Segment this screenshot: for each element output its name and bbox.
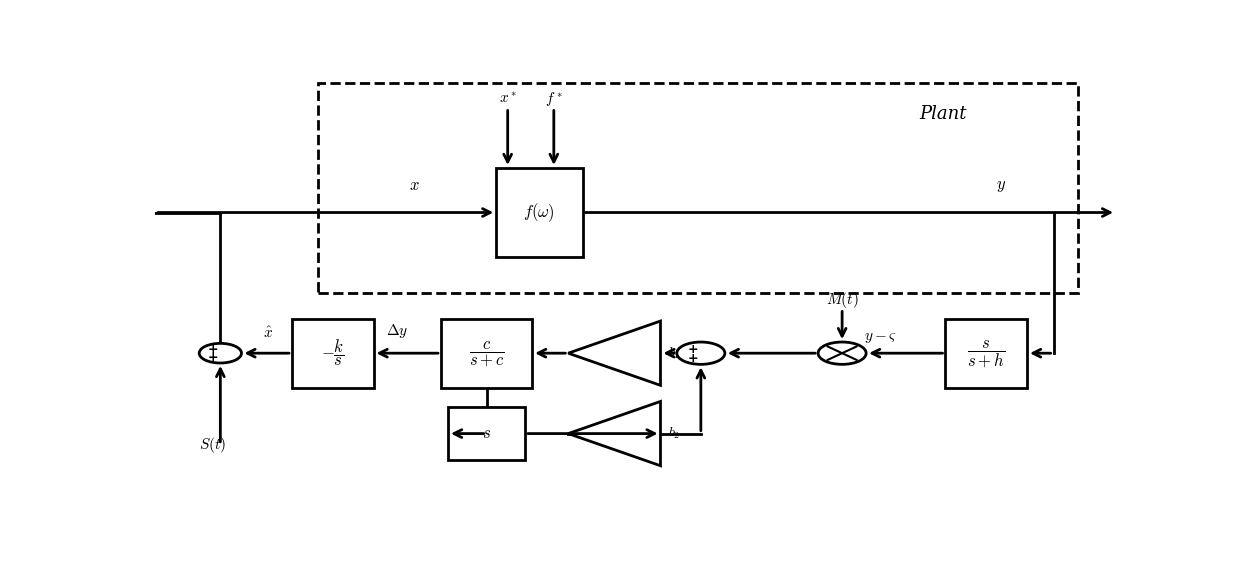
Text: $M(t)$: $M(t)$ [826,289,858,310]
Text: $y$: $y$ [996,177,1006,194]
Text: $\dfrac{s}{s+h}$: $\dfrac{s}{s+h}$ [967,338,1006,369]
Text: $\hat{x}$: $\hat{x}$ [263,325,274,341]
Circle shape [818,342,866,364]
Text: Plant: Plant [919,105,967,124]
Text: $S(t)$: $S(t)$ [198,435,227,455]
Text: $x$: $x$ [409,177,420,194]
Text: $f(\omega)$: $f(\omega)$ [523,201,556,224]
Text: $s$: $s$ [482,425,491,442]
Circle shape [200,343,242,363]
Text: +: + [687,343,698,356]
Text: $b_1$: $b_1$ [668,346,681,361]
Text: +: + [207,351,218,364]
Text: $y-\varsigma$: $y-\varsigma$ [864,331,898,345]
Text: +: + [207,343,218,356]
Bar [441,318,532,388]
Text: $b_2$: $b_2$ [668,426,681,441]
Bar [291,318,373,388]
Text: +: + [687,351,698,365]
Circle shape [677,342,725,364]
Polygon shape [568,401,661,466]
Bar [319,83,1078,293]
Bar [945,318,1027,388]
Text: $-\dfrac{k}{s}$: $-\dfrac{k}{s}$ [321,338,345,368]
Text: $\Delta y$: $\Delta y$ [386,322,408,340]
Polygon shape [568,321,661,385]
Bar [448,407,525,461]
Bar [496,168,583,257]
Text: $f^*$: $f^*$ [544,90,563,108]
Text: $\dfrac{c}{s+c}$: $\dfrac{c}{s+c}$ [469,339,505,368]
Text: $x^*$: $x^*$ [498,91,517,106]
